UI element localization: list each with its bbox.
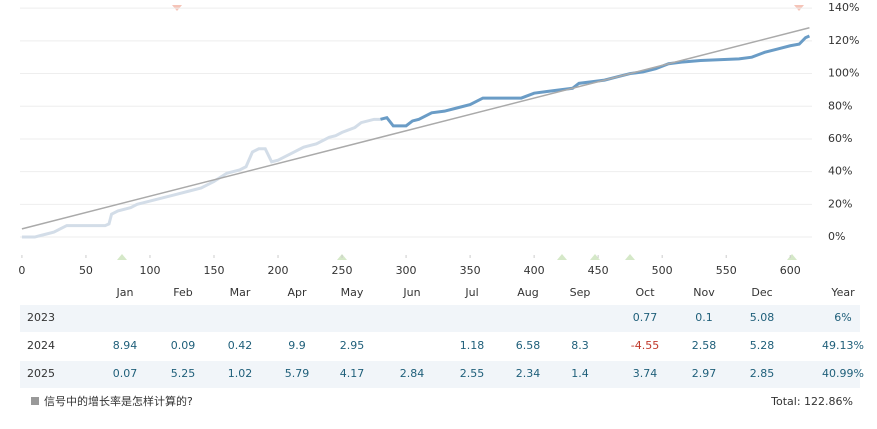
column-header: Year: [830, 286, 855, 299]
column-header: Jun: [402, 286, 420, 299]
cell: 2.84: [400, 367, 425, 380]
cell: 0.1: [695, 311, 713, 324]
y-tick-label: 20%: [828, 197, 852, 210]
cell: 5.08: [750, 311, 775, 324]
cell: 8.3: [571, 339, 589, 352]
column-header: Jan: [116, 286, 134, 299]
cell: 6.58: [516, 339, 541, 352]
column-header: Aug: [517, 286, 538, 299]
y-tick-label: 80%: [828, 99, 852, 112]
column-header: Jul: [464, 286, 478, 299]
cell: 9.9: [288, 339, 306, 352]
cell: 0.77: [633, 311, 658, 324]
cell: 0.42: [228, 339, 253, 352]
cell: 3.74: [633, 367, 658, 380]
cell: 2.85: [750, 367, 775, 380]
x-tick-label: 50: [79, 264, 93, 277]
cell: 2.55: [460, 367, 485, 380]
x-tick-label: 550: [716, 264, 737, 277]
cell: 2.58: [692, 339, 717, 352]
x-tick-label: 600: [780, 264, 801, 277]
cell: 40.99%: [822, 367, 864, 380]
column-header: Dec: [751, 286, 772, 299]
line-series: [21, 27, 810, 230]
cell: 0.07: [113, 367, 138, 380]
y-tick-label: 140%: [828, 1, 859, 14]
x-tick-label: 300: [396, 264, 417, 277]
column-header: Oct: [635, 286, 655, 299]
y-tick-label: 100%: [828, 67, 859, 80]
x-tick-label: 350: [460, 264, 481, 277]
help-icon: [31, 397, 39, 405]
x-tick-label: 0: [18, 264, 25, 277]
cell: 49.13%: [822, 339, 864, 352]
cell: 2.34: [516, 367, 541, 380]
x-tick-label: 100: [139, 264, 160, 277]
column-header: May: [341, 286, 364, 299]
cell: 1.02: [228, 367, 253, 380]
x-tick-label: 400: [524, 264, 545, 277]
line-series: [380, 34, 811, 128]
cell: 6%: [834, 311, 851, 324]
column-header: Sep: [570, 286, 591, 299]
column-header: Mar: [230, 286, 251, 299]
line-series: [21, 117, 381, 239]
column-header: Apr: [287, 286, 307, 299]
row-bg: [20, 305, 860, 332]
help-link[interactable]: 信号中的增长率是怎样计算的?: [44, 394, 193, 408]
row-bg: [20, 361, 860, 388]
x-tick-label: 250: [332, 264, 353, 277]
y-tick-label: 120%: [828, 34, 859, 47]
row-label: 2023: [27, 311, 55, 324]
column-header: Nov: [693, 286, 715, 299]
cell: 8.94: [113, 339, 138, 352]
event-markers: [117, 5, 804, 260]
row-label: 2024: [27, 339, 55, 352]
cell: 2.97: [692, 367, 717, 380]
row-label: 2025: [27, 367, 55, 380]
cell: 5.28: [750, 339, 775, 352]
x-tick-label: 150: [203, 264, 224, 277]
column-header: Feb: [173, 286, 192, 299]
x-tick-label: 450: [588, 264, 609, 277]
cell: 0.09: [171, 339, 196, 352]
cell: 2.95: [340, 339, 365, 352]
cell: 1.18: [460, 339, 485, 352]
x-tick-label: 200: [268, 264, 289, 277]
cell: 1.4: [571, 367, 589, 380]
total: Total: 122.86%: [770, 395, 853, 408]
cell: 4.17: [340, 367, 365, 380]
cell: -4.55: [631, 339, 659, 352]
x-tick-label: 500: [652, 264, 673, 277]
y-tick-label: 0%: [828, 230, 845, 243]
y-tick-label: 60%: [828, 132, 852, 145]
cell: 5.79: [285, 367, 310, 380]
cell: 5.25: [171, 367, 196, 380]
y-tick-label: 40%: [828, 165, 852, 178]
